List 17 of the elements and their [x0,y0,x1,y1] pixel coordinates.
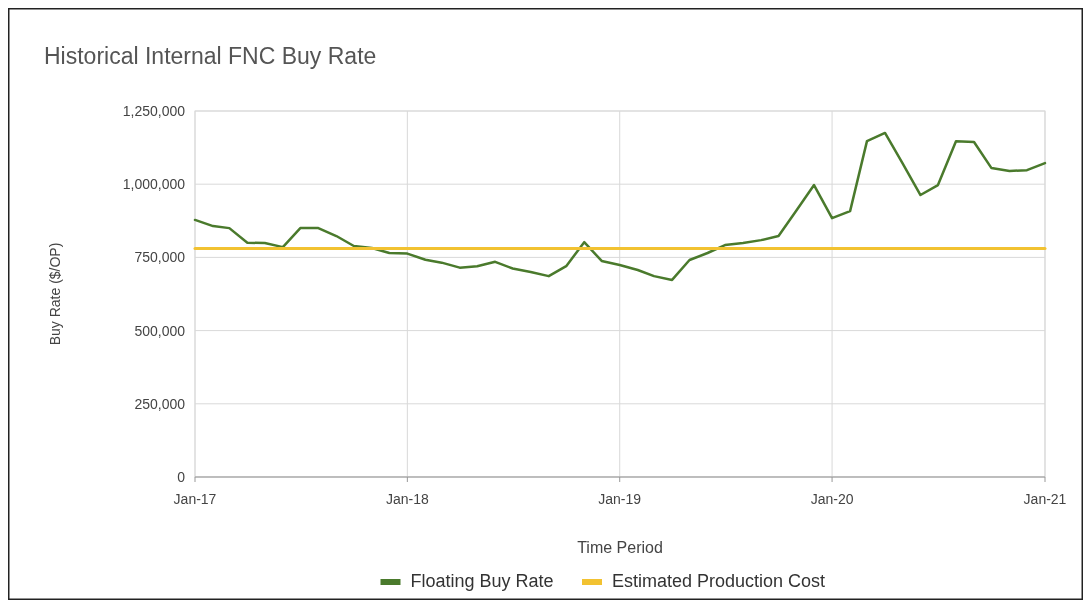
y-tick-label: 0 [177,469,186,485]
y-tick-label: 750,000 [134,249,186,266]
chart-title: Historical Internal FNC Buy Rate [44,43,377,69]
y-tick-label: 1,000,000 [122,176,186,193]
x-tick-label: Jan-17 [173,491,217,507]
legend-label: Floating Buy Rate [410,571,554,591]
line-series [193,131,1047,282]
legend-label: Estimated Production Cost [612,571,826,591]
y-axis-title: Buy Rate ($/OP) [47,242,63,346]
x-tick-label: Jan-19 [598,491,642,507]
x-tick-label: Jan-20 [810,491,854,507]
x-axis-title: Time Period [577,539,663,556]
y-tick-label: 1,250,000 [122,103,186,119]
y-tick-label: 250,000 [134,395,186,412]
x-tick-label: Jan-21 [1023,491,1067,507]
x-tick-label: Jan-18 [385,491,429,507]
y-tick-label: 500,000 [134,322,186,339]
